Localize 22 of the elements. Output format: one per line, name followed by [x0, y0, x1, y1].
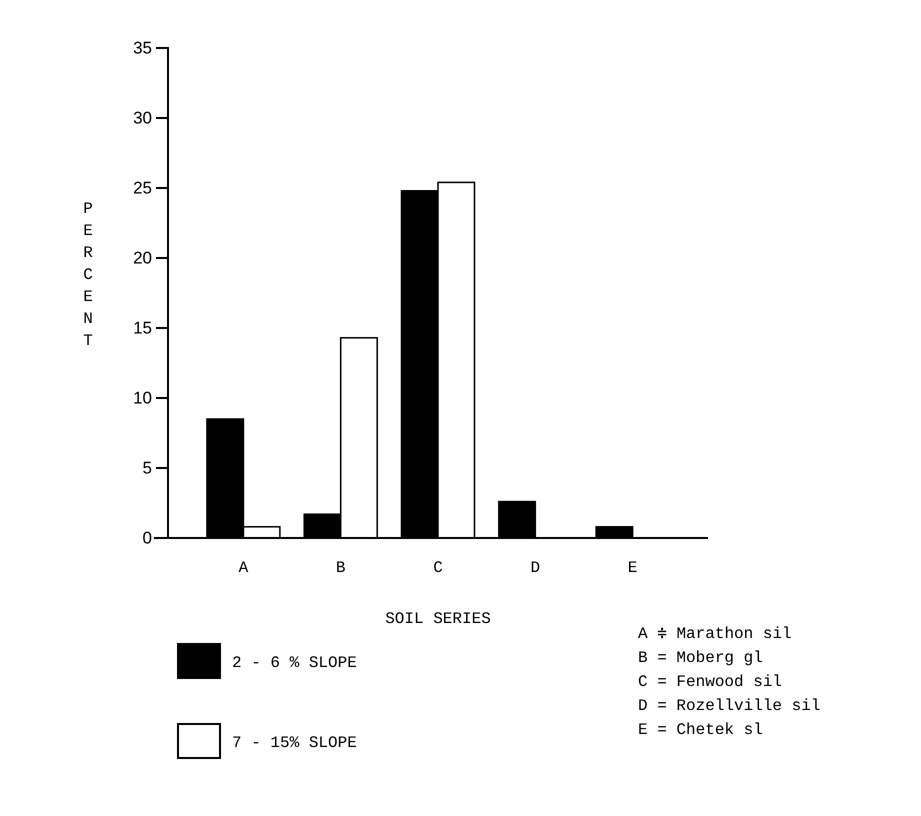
y-tick-label: 10 [133, 388, 152, 408]
x-tick-label: E [628, 559, 638, 577]
x-tick-label: B [336, 559, 346, 577]
y-tick-label: 25 [133, 178, 152, 198]
legend-label: 7 - 15% SLOPE [232, 734, 357, 752]
y-tick-label: 20 [133, 248, 152, 268]
text: A ≑ Marathon sil [638, 625, 792, 643]
x-tick-label: A [238, 559, 249, 577]
x-tick-label: C [433, 559, 443, 577]
y-tick-label: 35 [133, 38, 152, 58]
y-tick-label: 15 [133, 318, 152, 338]
y-tick-label: 5 [142, 458, 152, 478]
text: E = Chetek sl [638, 721, 763, 739]
x-tick-label: D [530, 559, 540, 577]
text: C = Fenwood sil [638, 673, 782, 691]
text: B = Moberg gl [638, 649, 763, 667]
y-tick-label: 0 [142, 528, 152, 548]
text: D = Rozellville sil [638, 697, 820, 715]
x-axis-title: SOIL SERIES [385, 610, 491, 628]
legend-label: 2 - 6 % SLOPE [232, 654, 357, 672]
y-axis-title: PERCENT [83, 200, 94, 350]
y-tick-label: 30 [133, 108, 152, 128]
